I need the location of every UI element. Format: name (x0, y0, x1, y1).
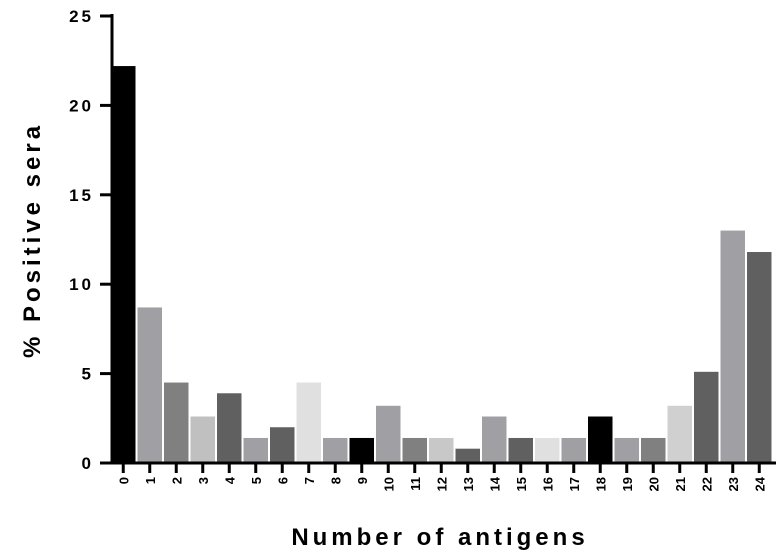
y-tick-label: 25 (69, 7, 94, 26)
bar-18 (588, 416, 613, 463)
y-tick-label: 20 (69, 96, 94, 115)
y-tick-label: 15 (69, 186, 94, 205)
bar-4 (217, 393, 242, 463)
x-tick-label: 2 (169, 477, 184, 484)
bar-11 (402, 437, 427, 463)
y-axis-title: % Positive sera (19, 122, 46, 358)
bar-3 (190, 416, 215, 463)
x-tick-label: 3 (196, 477, 211, 484)
bar-22 (694, 371, 719, 463)
x-axis-ticks: 0 1 2 3 4 5 6 7 8 9 10 11 12 13 14 15 16 17 18 19 20 21 22 23 24 (116, 463, 767, 491)
bar-7 (296, 382, 321, 463)
x-tick-label: 11 (408, 477, 423, 491)
x-tick-label: 20 (646, 477, 661, 491)
y-axis-ticks: 0 5 10 15 20 25 (69, 7, 112, 473)
x-tick-label: 6 (275, 477, 290, 484)
x-tick-label: 21 (673, 477, 688, 491)
x-tick-label: 1 (143, 477, 158, 484)
x-tick-label: 9 (355, 477, 370, 484)
x-tick-label: 0 (116, 477, 131, 484)
x-tick-label: 22 (699, 477, 714, 491)
x-tick-label: 24 (752, 476, 767, 491)
bar-20 (641, 437, 666, 463)
x-tick-label: 14 (487, 476, 502, 491)
bar-17 (561, 437, 586, 463)
bar-6 (270, 427, 295, 463)
x-tick-label: 5 (249, 477, 264, 484)
bar-14 (482, 416, 507, 463)
x-tick-label: 23 (726, 477, 741, 491)
x-tick-label: 12 (434, 477, 449, 491)
x-tick-label: 10 (381, 477, 396, 491)
bar-1 (137, 307, 162, 463)
bars-group (111, 66, 772, 464)
bar-21 (667, 405, 692, 463)
y-tick-label: 0 (82, 454, 94, 473)
bar-9 (349, 437, 374, 463)
bar-2 (164, 382, 189, 463)
bar-16 (535, 437, 560, 463)
bar-8 (323, 437, 348, 463)
bar-0 (111, 66, 136, 464)
x-tick-label: 18 (593, 477, 608, 491)
bar-10 (376, 405, 401, 463)
bar-19 (614, 437, 639, 463)
x-axis-title: Number of antigens (291, 524, 588, 551)
x-tick-label: 8 (328, 477, 343, 484)
x-tick-label: 7 (302, 477, 317, 484)
bar-15 (508, 437, 533, 463)
bar-12 (429, 437, 454, 463)
bar-24 (747, 252, 772, 463)
x-tick-label: 4 (222, 476, 237, 484)
bar-23 (720, 230, 745, 463)
x-tick-label: 15 (514, 477, 529, 491)
x-tick-label: 13 (461, 477, 476, 491)
y-tick-label: 10 (69, 275, 94, 294)
bar-5 (243, 437, 268, 463)
y-tick-label: 5 (82, 365, 94, 384)
bar-13 (455, 448, 480, 463)
x-tick-label: 19 (620, 477, 635, 491)
x-tick-label: 16 (540, 477, 555, 491)
x-tick-label: 17 (567, 477, 582, 491)
